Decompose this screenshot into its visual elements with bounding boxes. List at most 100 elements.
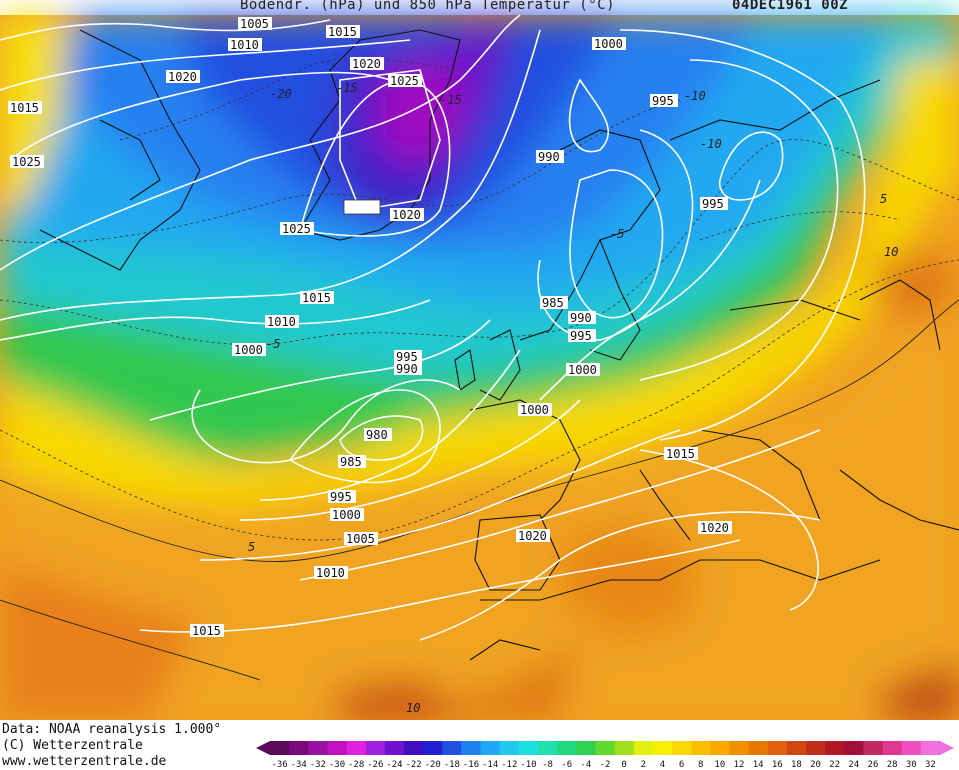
scale-label: 2 [641, 760, 646, 770]
isotherm-label: -5 [266, 337, 280, 351]
coastlines [39, 29, 959, 661]
isobars [0, 14, 866, 641]
map-title: Bodendr. (hPa) und 850 hPa Temperatur (°… [240, 0, 616, 13]
scale-swatch [844, 741, 864, 755]
scale-label: -10 [520, 760, 536, 770]
scale-label: -8 [542, 760, 553, 770]
scale-label: -18 [444, 760, 460, 770]
scale-label: -16 [463, 760, 479, 770]
scale-label: 32 [925, 760, 936, 770]
scale-label: 0 [621, 760, 626, 770]
isobar-label: 995 [700, 197, 728, 211]
svg-text:985: 985 [340, 455, 362, 469]
scale-swatch [786, 741, 807, 755]
svg-text:985: 985 [542, 296, 564, 310]
scale-swatch [691, 741, 711, 755]
isobar-labels: 1005 1015 1010 1020 1025 1000 995 1015 1… [8, 17, 732, 638]
svg-text:1020: 1020 [168, 70, 197, 84]
scale-swatch [652, 741, 673, 755]
svg-text:1015: 1015 [10, 101, 39, 115]
isobar-label: 995 [328, 490, 356, 504]
scale-label: -22 [405, 760, 421, 770]
scale-swatch [595, 741, 616, 755]
svg-text:1015: 1015 [328, 25, 357, 39]
isobar-label: 1020 [166, 70, 200, 84]
scale-label: 30 [906, 760, 917, 770]
isobar-label: 1025 [10, 155, 44, 169]
scale-label: 28 [887, 760, 898, 770]
isobar-label: 995 [650, 94, 678, 108]
scale-swatch [538, 741, 558, 755]
scale-swatch [518, 741, 539, 755]
svg-text:995: 995 [702, 197, 724, 211]
isobar-label: 980 [364, 428, 392, 442]
scale-label: -32 [310, 760, 326, 770]
scale-arrow-left [256, 741, 270, 755]
scale-swatch [882, 741, 903, 755]
svg-text:1010: 1010 [316, 566, 345, 580]
svg-text:990: 990 [538, 150, 560, 164]
scale-swatch [289, 741, 309, 755]
scale-swatch [901, 741, 922, 755]
svg-text:1020: 1020 [352, 57, 381, 71]
scale-swatch [748, 741, 769, 755]
color-scale: -36 -34 -32 -30 -28 -26 -24 -22 -20 -18 -16 -14 -12-… [256, 741, 954, 770]
scale-label: 24 [848, 760, 859, 770]
svg-text:1025: 1025 [12, 155, 41, 169]
data-source: Data: NOAA reanalysis 1.000° [2, 722, 222, 737]
isobar-label: 1025 [280, 222, 314, 236]
scale-label: 8 [698, 760, 703, 770]
isobar-label: 985 [338, 455, 366, 469]
scale-swatch [270, 741, 290, 755]
isotherms [0, 58, 959, 541]
svg-text:1000: 1000 [520, 403, 549, 417]
scale-swatch [442, 741, 462, 755]
isobar-label: 1020 [516, 529, 550, 543]
svg-text:1000: 1000 [568, 363, 597, 377]
scale-swatch [863, 741, 884, 755]
isotherm-label: -10 [684, 89, 706, 103]
scale-swatch [365, 741, 386, 755]
scale-swatch [327, 741, 348, 755]
isobar-label: 1015 [326, 25, 360, 39]
svg-text:980: 980 [366, 428, 388, 442]
svg-text:1000: 1000 [332, 508, 361, 522]
svg-text:1000: 1000 [594, 37, 623, 51]
scale-label: -34 [291, 760, 307, 770]
svg-text:1015: 1015 [302, 291, 331, 305]
scale-label: -36 [271, 760, 287, 770]
isobar-label: 995 [394, 350, 422, 364]
svg-text:995: 995 [396, 350, 418, 364]
scale-swatch [633, 741, 654, 755]
svg-text:1010: 1010 [267, 315, 296, 329]
svg-text:995: 995 [652, 94, 674, 108]
svg-text:1010: 1010 [230, 38, 259, 52]
website-link[interactable]: www.wetterzentrale.de [2, 754, 167, 769]
svg-text:1000: 1000 [234, 343, 263, 357]
isobar-label: 1000 [592, 37, 626, 51]
svg-text:1015: 1015 [192, 624, 221, 638]
isobar-label: 1000 [330, 508, 364, 522]
isotherm-label: -15 [336, 81, 358, 95]
isobar-label: 995 [568, 329, 596, 343]
isobar-label: 1005 [344, 532, 378, 546]
isobar-label: 1020 [698, 521, 732, 535]
scale-arrow-right [940, 741, 954, 755]
scale-label: 10 [714, 760, 725, 770]
isobar-label: 1020 [350, 57, 384, 71]
isobar-label: 1020 [390, 208, 424, 222]
isobar-label: 990 [568, 311, 596, 325]
scale-swatch [920, 741, 941, 755]
svg-text:1005: 1005 [240, 17, 269, 31]
scale-swatch [557, 741, 577, 755]
scale-label: 14 [753, 760, 764, 770]
isobar-label: 985 [540, 296, 568, 310]
scale-swatch [499, 741, 520, 755]
isotherm-label: 10 [884, 245, 898, 259]
isotherm-label: -15 [440, 93, 462, 107]
isobar-label: 1025 [388, 74, 422, 88]
isotherm-label: 5 [248, 540, 255, 554]
svg-text:995: 995 [570, 329, 592, 343]
scale-label: -30 [329, 760, 345, 770]
scale-swatch [614, 741, 635, 755]
